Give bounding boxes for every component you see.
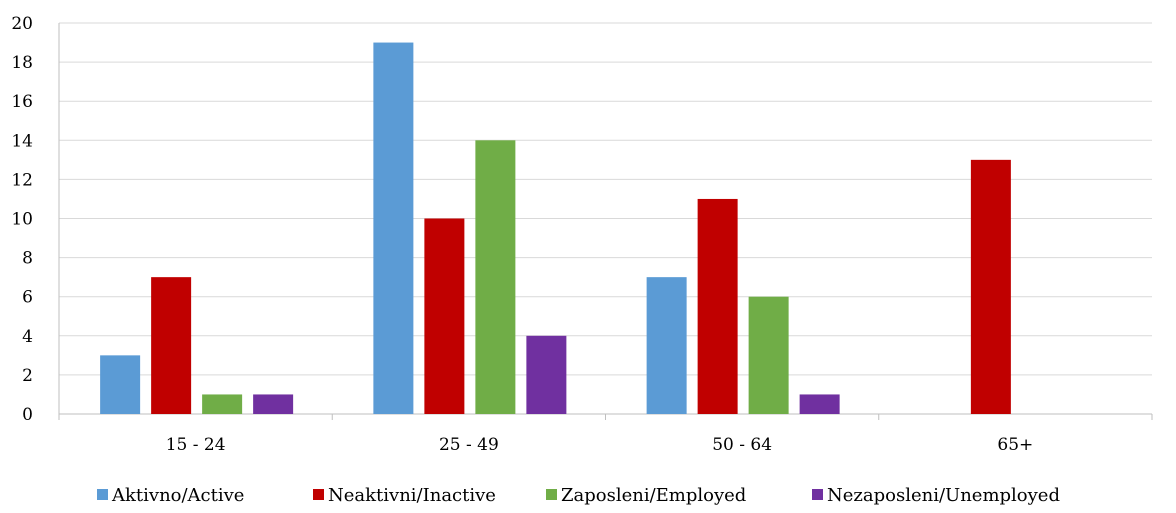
- y-tick-label: 14: [11, 131, 33, 151]
- bar-2-2: [748, 296, 789, 414]
- gridlines: [59, 22, 1152, 376]
- legend-swatch-0: [97, 489, 108, 500]
- bar-2-3: [799, 394, 840, 414]
- legend-swatch-1: [313, 489, 324, 500]
- y-tick-label: 20: [11, 14, 33, 34]
- legend-label-1: Neaktivni/Inactive: [328, 485, 496, 506]
- x-axis-ticks: 15 - 24 25 - 49 50 - 64 65+: [166, 435, 1034, 455]
- legend-swatch-2: [546, 489, 557, 500]
- legend-label-2: Zaposleni/Employed: [561, 485, 746, 506]
- bar-2-1: [697, 198, 738, 414]
- y-tick-label: 0: [22, 405, 33, 425]
- legend: Aktivno/Active Neaktivni/Inactive Zaposlen…: [97, 485, 1060, 506]
- y-tick-label: 12: [11, 170, 33, 190]
- y-tick-label: 4: [22, 327, 33, 347]
- legend-label-0: Aktivno/Active: [111, 485, 244, 506]
- bar-3-1: [970, 159, 1011, 414]
- bar-1-1: [424, 218, 465, 414]
- bars: [100, 42, 1011, 415]
- x-tick-label: 15 - 24: [166, 435, 226, 455]
- x-tick-label: 50 - 64: [712, 435, 772, 455]
- y-tick-label: 18: [11, 53, 33, 73]
- bar-1-3: [526, 335, 567, 414]
- x-tick-label: 25 - 49: [439, 435, 499, 455]
- bar-1-0: [373, 42, 414, 415]
- bar-1-2: [475, 140, 516, 415]
- x-tick-label: 65+: [997, 435, 1033, 455]
- bar-0-2: [202, 394, 243, 414]
- legend-swatch-3: [812, 489, 823, 500]
- y-tick-label: 6: [22, 288, 33, 308]
- y-tick-label: 10: [11, 210, 33, 230]
- legend-label-3: Nezaposleni/Unemployed: [827, 485, 1060, 506]
- y-axis-ticks: 0 2 4 6 8 10 12 14 16 18 20: [11, 14, 33, 425]
- y-tick-label: 2: [22, 366, 33, 386]
- bar-0-0: [100, 355, 141, 414]
- bar-2-0: [646, 277, 687, 414]
- y-tick-label: 16: [11, 92, 33, 112]
- bar-0-3: [253, 394, 294, 414]
- y-tick-label: 8: [22, 249, 33, 269]
- bar-0-1: [151, 277, 192, 414]
